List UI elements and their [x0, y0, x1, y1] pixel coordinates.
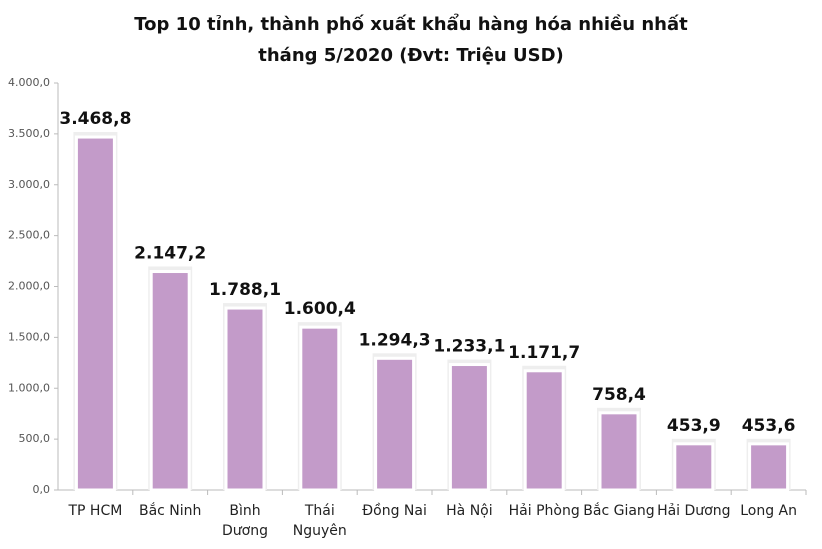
y-tick-label: 0,0: [33, 483, 51, 496]
bar: [748, 442, 790, 492]
chart-title: tháng 5/2020 (Đvt: Triệu USD): [258, 45, 564, 66]
value-label: 1.233,1: [433, 337, 505, 357]
bar: [74, 135, 116, 492]
bar: [149, 270, 191, 492]
value-label: 1.171,7: [508, 343, 580, 363]
bar: [448, 363, 490, 492]
x-tick-label: TP HCM: [67, 503, 122, 519]
y-tick-label: 500,0: [19, 432, 51, 445]
y-tick-label: 3.500,0: [8, 127, 50, 140]
x-tick-label: Thái Nguyên: [293, 503, 347, 539]
y-tick-label: 1.500,0: [8, 330, 50, 343]
value-label: 2.147,2: [134, 244, 206, 264]
bar: [224, 306, 266, 492]
x-tick-label: Long An: [740, 503, 797, 519]
x-tick-label: Bắc Ninh: [139, 502, 201, 519]
value-label: 1.788,1: [209, 280, 281, 300]
bar: [374, 356, 416, 492]
x-tick-label: Đồng Nai: [362, 502, 427, 519]
y-tick-label: 3.000,0: [8, 178, 50, 191]
chart-title: Top 10 tỉnh, thành phố xuất khẩu hàng hó…: [134, 13, 688, 35]
y-tick-label: 2.000,0: [8, 280, 50, 293]
value-label: 758,4: [592, 385, 646, 405]
x-tick-label: Hải Phòng: [509, 503, 580, 519]
x-tick-label: Hải Dương: [657, 503, 730, 519]
x-tick-label: Bình Dương: [222, 503, 268, 539]
y-tick-label: 1.000,0: [8, 381, 50, 394]
bar: [523, 369, 565, 492]
value-label: 1.294,3: [359, 330, 431, 350]
y-tick-label: 2.500,0: [8, 229, 50, 242]
x-tick-label: Hà Nội: [446, 503, 492, 519]
bar: [673, 442, 715, 492]
value-label: 3.468,8: [59, 109, 131, 129]
value-label: 453,6: [742, 416, 796, 436]
value-label: 1.600,4: [284, 299, 356, 319]
value-label: 453,9: [667, 416, 721, 436]
x-tick-label: Bắc Giang: [583, 502, 654, 519]
y-tick-label: 4.000,0: [8, 76, 50, 89]
bar: [598, 411, 640, 492]
bar: [299, 325, 341, 492]
